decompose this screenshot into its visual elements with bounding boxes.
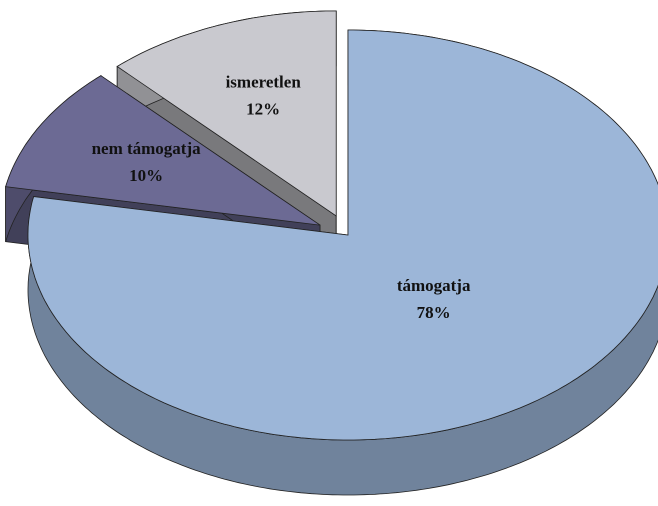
- slice-value-label: 78%: [417, 303, 451, 322]
- slice: [116, 10, 337, 217]
- slice-label: ismeretlen: [226, 73, 302, 92]
- slice: [5, 75, 321, 226]
- slice-label: nem támogatja: [92, 139, 202, 158]
- slice-value-label: 10%: [129, 166, 163, 185]
- slice-value-label: 12%: [246, 100, 280, 119]
- slice: [27, 29, 658, 441]
- slice-label: támogatja: [397, 276, 471, 295]
